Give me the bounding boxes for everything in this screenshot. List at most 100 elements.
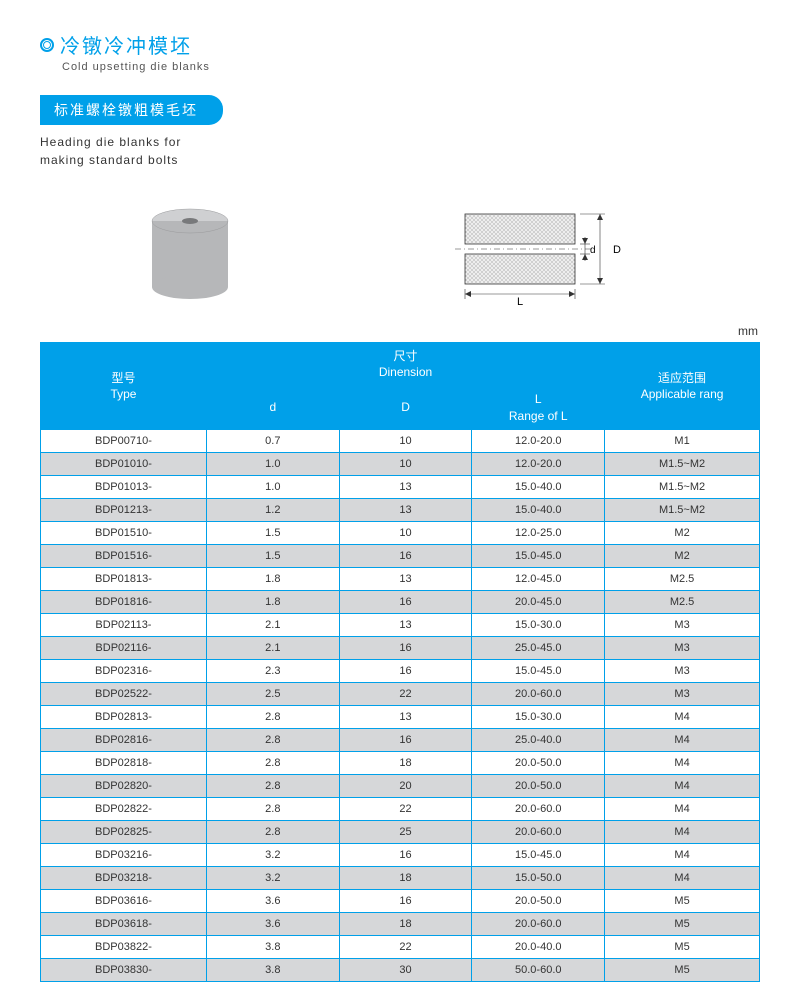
th-type: 型号Type <box>41 343 207 430</box>
table-row: BDP03218-3.21815.0-50.0M4 <box>41 866 760 889</box>
cell-d: 2.3 <box>206 659 339 682</box>
cell-D: 18 <box>339 912 472 935</box>
cell-D: 20 <box>339 774 472 797</box>
cell-d: 1.8 <box>206 590 339 613</box>
label-d: d <box>590 245 596 256</box>
cell-type: BDP02113- <box>41 613 207 636</box>
table-row: BDP01213-1.21315.0-40.0M1.5~M2 <box>41 498 760 521</box>
cell-type: BDP01010- <box>41 452 207 475</box>
cell-rang: M1.5~M2 <box>605 475 760 498</box>
cell-rang: M4 <box>605 751 760 774</box>
table-row: BDP02813-2.81315.0-30.0M4 <box>41 705 760 728</box>
table-row: BDP02116-2.11625.0-45.0M3 <box>41 636 760 659</box>
cylinder-3d-icon <box>135 199 255 309</box>
cell-type: BDP01213- <box>41 498 207 521</box>
cell-type: BDP02522- <box>41 682 207 705</box>
cell-rang: M4 <box>605 843 760 866</box>
cell-L: 12.0-25.0 <box>472 521 605 544</box>
cell-type: BDP02820- <box>41 774 207 797</box>
section-pill: 标准螺栓镦粗模毛坯 <box>40 95 223 125</box>
cell-type: BDP03830- <box>41 958 207 981</box>
cell-L: 15.0-30.0 <box>472 613 605 636</box>
cell-rang: M4 <box>605 774 760 797</box>
cell-type: BDP01516- <box>41 544 207 567</box>
cell-L: 12.0-45.0 <box>472 567 605 590</box>
cell-d: 3.6 <box>206 889 339 912</box>
cell-D: 16 <box>339 843 472 866</box>
cell-d: 2.8 <box>206 797 339 820</box>
cell-D: 10 <box>339 429 472 452</box>
cell-rang: M2 <box>605 521 760 544</box>
cell-type: BDP01013- <box>41 475 207 498</box>
cell-type: BDP02822- <box>41 797 207 820</box>
table-row: BDP03216-3.21615.0-45.0M4 <box>41 843 760 866</box>
cell-L: 25.0-40.0 <box>472 728 605 751</box>
cell-type: BDP00710- <box>41 429 207 452</box>
table-row: BDP01516-1.51615.0-45.0M2 <box>41 544 760 567</box>
th-L: LRange of L <box>472 386 605 429</box>
cell-D: 22 <box>339 935 472 958</box>
table-row: BDP01013-1.01315.0-40.0M1.5~M2 <box>41 475 760 498</box>
cell-rang: M2.5 <box>605 567 760 590</box>
cell-d: 2.5 <box>206 682 339 705</box>
cell-L: 20.0-50.0 <box>472 889 605 912</box>
cell-type: BDP03618- <box>41 912 207 935</box>
table-row: BDP01816-1.81620.0-45.0M2.5 <box>41 590 760 613</box>
cell-rang: M1 <box>605 429 760 452</box>
cell-L: 25.0-45.0 <box>472 636 605 659</box>
table-row: BDP01010-1.01012.0-20.0M1.5~M2 <box>41 452 760 475</box>
cell-L: 15.0-40.0 <box>472 498 605 521</box>
cell-type: BDP03218- <box>41 866 207 889</box>
cell-d: 1.0 <box>206 452 339 475</box>
cell-d: 0.7 <box>206 429 339 452</box>
cell-D: 13 <box>339 613 472 636</box>
cell-D: 13 <box>339 498 472 521</box>
cell-D: 18 <box>339 866 472 889</box>
th-dimension: 尺寸Dinension <box>206 343 604 386</box>
cell-type: BDP01813- <box>41 567 207 590</box>
cell-d: 3.6 <box>206 912 339 935</box>
cell-L: 20.0-60.0 <box>472 682 605 705</box>
cell-rang: M1.5~M2 <box>605 452 760 475</box>
table-row: BDP02822-2.82220.0-60.0M4 <box>41 797 760 820</box>
cell-d: 3.8 <box>206 958 339 981</box>
table-row: BDP01510-1.51012.0-25.0M2 <box>41 521 760 544</box>
cell-type: BDP03616- <box>41 889 207 912</box>
table-row: BDP02113-2.11315.0-30.0M3 <box>41 613 760 636</box>
cell-L: 15.0-50.0 <box>472 866 605 889</box>
table-row: BDP02816-2.81625.0-40.0M4 <box>41 728 760 751</box>
label-L: L <box>517 296 523 308</box>
cell-D: 16 <box>339 659 472 682</box>
diagram-row: L D d <box>40 194 760 314</box>
cell-rang: M5 <box>605 935 760 958</box>
cell-d: 1.5 <box>206 544 339 567</box>
cell-d: 1.2 <box>206 498 339 521</box>
cell-d: 3.2 <box>206 843 339 866</box>
cell-type: BDP01510- <box>41 521 207 544</box>
cell-D: 22 <box>339 682 472 705</box>
spec-table: 型号Type 尺寸Dinension 适应范围Applicable rang d… <box>40 342 760 982</box>
cell-D: 16 <box>339 590 472 613</box>
cell-type: BDP02825- <box>41 820 207 843</box>
cell-L: 20.0-50.0 <box>472 751 605 774</box>
table-row: BDP02825-2.82520.0-60.0M4 <box>41 820 760 843</box>
table-row: BDP01813-1.81312.0-45.0M2.5 <box>41 567 760 590</box>
cell-rang: M5 <box>605 958 760 981</box>
cell-rang: M4 <box>605 728 760 751</box>
cell-rang: M3 <box>605 613 760 636</box>
cell-rang: M3 <box>605 636 760 659</box>
cell-rang: M3 <box>605 682 760 705</box>
unit-label: mm <box>40 324 760 338</box>
table-row: BDP00710-0.71012.0-20.0M1 <box>41 429 760 452</box>
cell-rang: M1.5~M2 <box>605 498 760 521</box>
cell-type: BDP01816- <box>41 590 207 613</box>
th-d: d <box>206 386 339 429</box>
cell-d: 2.8 <box>206 820 339 843</box>
table-row: BDP02818-2.81820.0-50.0M4 <box>41 751 760 774</box>
table-row: BDP03616-3.61620.0-50.0M5 <box>41 889 760 912</box>
cell-D: 16 <box>339 728 472 751</box>
circle-icon <box>40 38 54 52</box>
cell-rang: M5 <box>605 889 760 912</box>
cell-L: 12.0-20.0 <box>472 429 605 452</box>
cell-d: 2.1 <box>206 613 339 636</box>
